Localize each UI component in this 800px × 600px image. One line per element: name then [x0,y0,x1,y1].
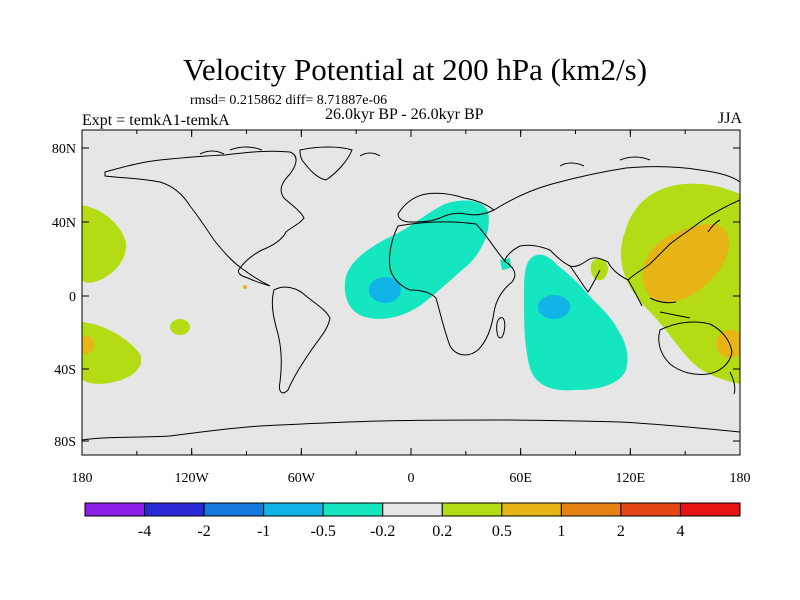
colorbar-swatch [620,502,681,517]
colorbar-label: 1 [557,523,565,540]
colorbar-label: -0.5 [311,523,336,540]
colorbar-swatch [560,502,622,517]
negative-anomaly-arabia [500,258,511,270]
colorbar-swatch [84,502,146,517]
colorbar-label: -1 [257,523,270,540]
x-tick-label: 120W [175,471,210,486]
mid-positive-right-edge [716,330,740,358]
x-tick-label: 180 [730,471,751,486]
colorbar-swatch [203,502,265,517]
colorbar-label: 2 [617,523,625,540]
colorbar-label: -4 [138,523,151,540]
mid-negative-indian-ocean [538,295,570,319]
stats-line: rmsd= 0.215862 diff= 8.71887e-06 [190,93,388,108]
positive-anomaly-south-pacific-left [82,322,142,384]
colorbar-swatch [144,502,205,517]
x-tick-label: 180 [72,471,93,486]
colorbar-swatch [263,502,324,517]
x-axis: 180 120W 60W 0 60E 120E 180 [72,130,751,486]
colorbar-swatch [679,502,741,517]
x-tick-label: 60E [509,471,532,486]
x-tick-label: 0 [408,471,415,486]
colorbar-swatch [382,502,443,517]
colorbar: -4 -2 -1 -0.5 -0.2 0.2 0.5 1 2 4 [84,502,741,540]
season-label: JJA [717,110,742,127]
x-tick-label: 120E [616,471,646,486]
colorbar-swatch [322,502,384,517]
mid-negative-west-africa [369,277,401,303]
colorbar-label: 4 [676,523,684,540]
y-tick-label: 40N [52,216,76,231]
colorbar-swatch [441,502,503,517]
y-tick-label: 40S [54,363,76,378]
mid-positive-small-dot [243,285,247,289]
positive-anomaly-small-pacific [170,319,190,335]
x-tick-label: 60W [288,471,316,486]
coastlines [82,146,740,441]
mid-positive-left-edge [82,336,94,354]
colorbar-label: 0.2 [432,523,452,540]
negative-anomaly-indian-ocean [524,254,628,391]
mid-positive-west-pacific [643,223,730,303]
colorbar-label: 0.5 [492,523,512,540]
y-tick-label: 80S [54,435,76,450]
experiment-label: Expt = temkA1-temkA [82,112,230,129]
colorbar-swatch [501,502,562,517]
y-axis: 80N 40N 0 40S 80S [52,142,740,450]
positive-anomaly-india [590,258,608,281]
colorbar-label: -0.2 [370,523,395,540]
colorbar-label: -2 [197,523,210,540]
period-label: 26.0kyr BP - 26.0kyr BP [325,106,484,123]
contour-fill-layer [82,146,740,441]
y-tick-label: 80N [52,142,76,157]
map-title: Velocity Potential at 200 hPa (km2/s) [182,52,648,87]
y-tick-label: 0 [69,290,76,305]
positive-anomaly-north-pacific-left [82,205,127,283]
